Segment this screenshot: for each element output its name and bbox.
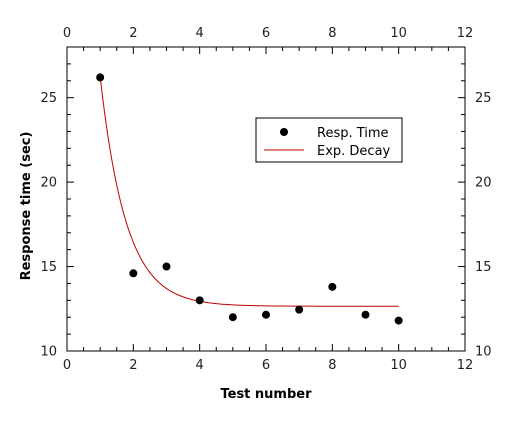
y-tick-label: 20: [40, 176, 57, 191]
x-tick-label: 6: [262, 358, 270, 373]
x-tick-label: 10: [390, 358, 407, 373]
y-tick-label: 10: [40, 345, 57, 360]
x-tick-label-top: 8: [328, 26, 336, 41]
x-tick-label: 8: [328, 358, 336, 373]
data-point: [96, 73, 105, 82]
x-tick-label: 0: [63, 358, 71, 373]
x-tick-label-top: 6: [262, 26, 270, 41]
x-tick-label: 4: [196, 358, 204, 373]
legend-box: [255, 117, 403, 163]
x-tick-label-top: 12: [457, 26, 474, 41]
data-point: [262, 310, 270, 319]
x-tick-label-top: 0: [63, 26, 71, 41]
legend-marker-resp-time: [280, 128, 288, 136]
legend-label-resp-time: Resp. Time: [317, 126, 389, 141]
y-tick-label-right: 20: [475, 176, 492, 191]
data-point: [295, 305, 304, 314]
data-point: [361, 310, 370, 319]
legend-label-exp-decay: Exp. Decay: [317, 144, 391, 159]
y-tick-label-right: 25: [475, 91, 492, 106]
x-tick-label: 12: [457, 358, 474, 373]
axis-ticks: [66, 46, 466, 352]
data-point: [328, 282, 337, 291]
data-point: [195, 296, 204, 305]
data-point: [129, 269, 138, 278]
x-tick-label-top: 2: [129, 26, 137, 41]
data-point: [162, 262, 171, 271]
data-point: [394, 316, 403, 325]
x-tick-label-top: 4: [196, 26, 204, 41]
x-tick-label-top: 10: [390, 26, 407, 41]
y-tick-label: 15: [40, 260, 57, 275]
legend: Resp. Time Exp. Decay: [255, 117, 403, 163]
y-tick-label-right: 10: [475, 345, 492, 360]
x-tick-label: 2: [129, 358, 137, 373]
data-point: [228, 313, 237, 322]
exp-decay-fit-line: [99, 76, 399, 307]
y-tick-label-right: 15: [475, 260, 492, 275]
y-axis-title: Response time (sec): [19, 132, 34, 281]
y-tick-label: 25: [40, 91, 57, 106]
x-axis-title: Test number: [220, 387, 312, 402]
fit-curve-layer: [99, 76, 399, 307]
data-points-layer: [96, 73, 403, 325]
